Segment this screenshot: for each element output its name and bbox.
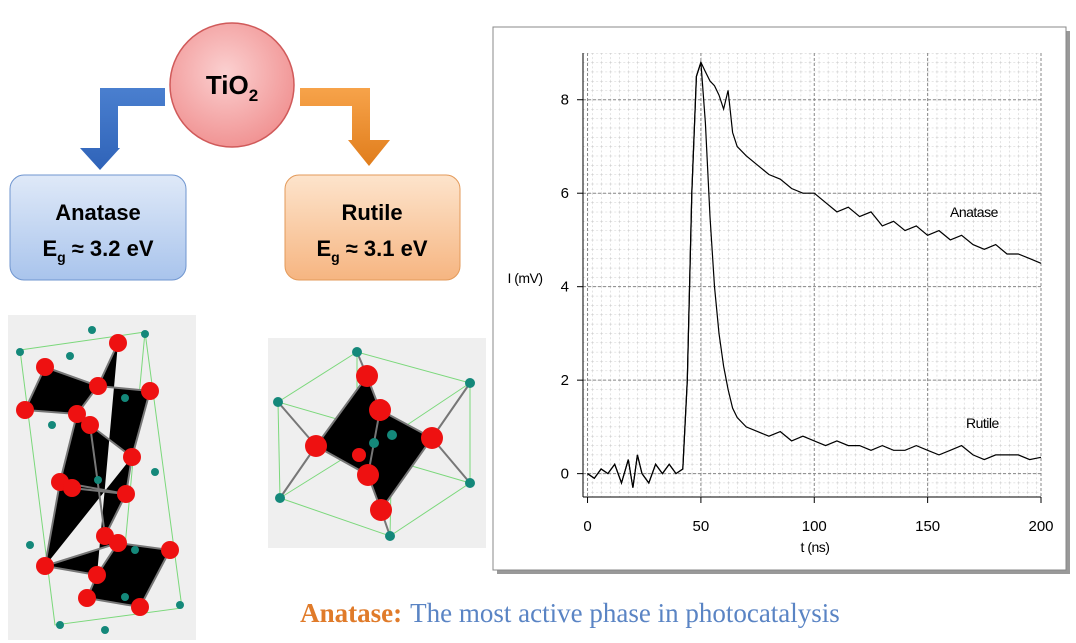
tio2-circle [169, 22, 295, 148]
minor-grid [583, 53, 1041, 497]
rutile-box [284, 174, 461, 281]
plot: 0 2 4 6 8 0 50 100 150 200 Anatase Rutile [561, 53, 1054, 535]
x-tick-label: 50 [693, 518, 710, 535]
series-label: Rutile [966, 415, 1000, 431]
formula-sub: 2 [249, 86, 258, 105]
arrow-right [300, 88, 390, 166]
y-tick-label: 4 [561, 279, 569, 296]
symbol: E [42, 236, 57, 261]
y-tick-label: 2 [561, 372, 569, 389]
caption-highlight: Anatase: [300, 598, 402, 628]
symbol: E [316, 236, 331, 261]
rutile-crystal [268, 338, 486, 548]
anatase-crystal [8, 315, 196, 640]
band-gap: Eg ≈ 3.2 eV [42, 236, 153, 265]
tio2-label: TiO2 [206, 70, 258, 105]
x-axis-label: t (ns) [801, 539, 830, 555]
y-axis-label: I (mV) [507, 270, 542, 286]
symbol-sub: g [57, 249, 66, 265]
phase-name: Anatase [55, 200, 141, 225]
arrow-left [80, 88, 165, 170]
y-tick-label: 6 [561, 185, 569, 202]
band-gap: Eg ≈ 3.1 eV [316, 236, 427, 265]
caption-text: The most active phase in photocatalysis [410, 598, 840, 628]
caption: Anatase: The most active phase in photoca… [300, 598, 840, 628]
x-tick-label: 200 [1028, 518, 1053, 535]
series-line [587, 62, 1042, 488]
series-label: Anatase [950, 204, 999, 220]
phase-name: Rutile [341, 200, 402, 225]
formula: TiO [206, 70, 249, 100]
y-tick-label: 0 [561, 466, 569, 483]
y-tick-label: 8 [561, 92, 569, 109]
symbol-sub: g [331, 249, 340, 265]
x-tick-label: 0 [583, 518, 591, 535]
anatase-box [9, 174, 187, 281]
x-tick-label: 150 [915, 518, 940, 535]
gap-value: ≈ 3.2 eV [72, 236, 154, 261]
gap-value: ≈ 3.1 eV [346, 236, 428, 261]
x-tick-label: 100 [802, 518, 827, 535]
